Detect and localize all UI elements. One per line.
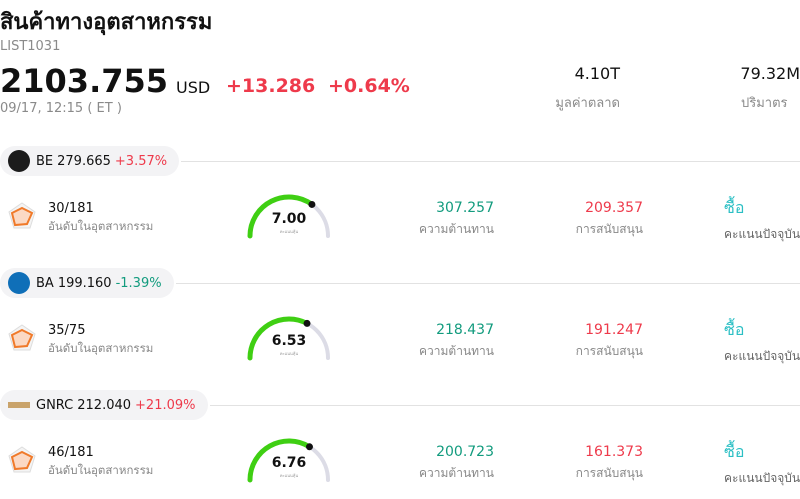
stock-change: -1.39%: [115, 275, 162, 291]
symbol: BA: [36, 275, 54, 291]
rank-label: อันดับในอุตสาหกรรม: [48, 463, 154, 477]
radar-icon: [8, 202, 36, 229]
resistance-label: ความต้านทาน: [419, 344, 494, 358]
signal[interactable]: ซื้อ: [724, 442, 745, 461]
stat-label: ปริมาตร: [741, 96, 788, 111]
symbol: BE: [36, 153, 54, 169]
resistance-label: ความต้านทาน: [419, 466, 494, 480]
signal[interactable]: ซื้อ: [724, 198, 745, 217]
divider: [181, 161, 800, 162]
score: 7.00: [272, 211, 307, 227]
divider: [210, 405, 800, 406]
resistance: 218.437: [436, 322, 494, 338]
score: 6.76: [272, 455, 307, 471]
signal-label: คะแนนปัจจุบัน: [724, 227, 800, 241]
support-label: การสนับสนุน: [575, 344, 643, 358]
score-label: คะแนนหุ้น: [280, 229, 299, 235]
stock-price: 279.665: [57, 153, 111, 169]
resistance-label: ความต้านทาน: [419, 222, 494, 236]
rank: 46/181: [48, 445, 94, 460]
radar-shape: [10, 206, 34, 227]
support: 209.357: [585, 200, 643, 216]
divider: [176, 283, 800, 284]
signal[interactable]: ซื้อ: [724, 320, 745, 339]
gauge-dot: [305, 443, 313, 451]
support: 161.373: [585, 444, 643, 460]
stock-price: 199.160: [57, 275, 112, 291]
symbol: GNRC: [36, 397, 74, 413]
logo: [8, 402, 30, 408]
stock-pill[interactable]: GNRC 212.040 +21.09%: [0, 390, 208, 420]
rank-label: อันดับในอุตสาหกรรม: [48, 341, 154, 355]
gauge-dot: [303, 319, 311, 327]
gauge-fill: [247, 316, 310, 361]
currency: USD: [176, 78, 211, 97]
support-label: การสนับสนุน: [575, 222, 643, 236]
support: 191.247: [585, 322, 643, 338]
gauge-fill: [247, 438, 312, 483]
score-label: คะแนนหุ้น: [280, 351, 299, 357]
stock-change: +21.09%: [135, 397, 196, 413]
stock-pill[interactable]: BA 199.160 -1.39%: [0, 268, 174, 298]
stat-value: 4.10T: [574, 64, 620, 83]
rank-label: อันดับในอุตสาหกรรม: [48, 219, 154, 233]
score: 6.53: [272, 333, 307, 349]
stat-label: มูลค่าตลาด: [555, 96, 620, 111]
radar-icon: [8, 324, 36, 351]
title: สินค้าทางอุตสาหกรรม: [0, 10, 213, 35]
change: +13.286: [226, 75, 316, 97]
stock-change: +3.57%: [114, 153, 168, 169]
change-pct: +0.64%: [328, 75, 410, 97]
gauge-fill: [247, 194, 315, 239]
logo: [8, 150, 30, 172]
stock-price: 212.040: [77, 397, 132, 413]
gauge: 6.53 คะแนนหุ้น: [247, 316, 330, 361]
logo: [8, 272, 30, 294]
price: 2103.755: [0, 62, 169, 100]
gauge: 6.76 คะแนนหุ้น: [247, 438, 330, 483]
signal-label: คะแนนปัจจุบัน: [724, 471, 800, 485]
gauge-dot: [308, 200, 316, 208]
support-label: การสนับสนุน: [575, 466, 643, 480]
radar-shape: [10, 328, 34, 349]
score-label: คะแนนหุ้น: [280, 473, 299, 479]
signal-label: คะแนนปัจจุบัน: [724, 349, 800, 363]
code: LIST1031: [0, 39, 61, 54]
rank: 35/75: [48, 323, 86, 338]
resistance: 200.723: [436, 444, 494, 460]
radar-icon: [8, 446, 36, 473]
stock-pill[interactable]: BE 279.665 +3.57%: [0, 146, 180, 176]
resistance: 307.257: [436, 200, 494, 216]
rank: 30/181: [48, 201, 94, 216]
time: 09/17, 12:15 ( ET ): [0, 101, 122, 116]
radar-shape: [10, 450, 34, 471]
stat-value: 79.32M: [740, 64, 800, 83]
gauge: 7.00 คะแนนหุ้น: [247, 194, 330, 239]
